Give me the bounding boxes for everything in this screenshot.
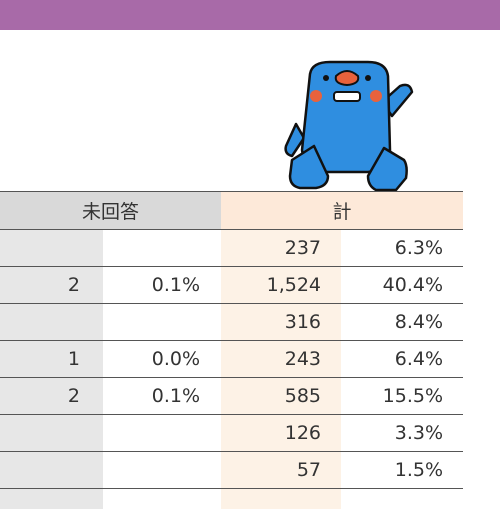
unanswered-header: 未回答 xyxy=(0,191,222,230)
cell-total-pct: 3.3% xyxy=(341,414,464,452)
cell-total-pct: 15.5% xyxy=(341,377,464,415)
cell-total: 237 xyxy=(221,229,342,267)
cell-count xyxy=(0,303,103,341)
cell-total: 585 xyxy=(221,377,342,415)
table-row-partial xyxy=(0,488,463,509)
table-row: 126 3.3% xyxy=(0,414,464,452)
cell-count: 1 xyxy=(0,340,103,378)
cell-count: 2 xyxy=(0,266,103,304)
cell-pct: 0.0% xyxy=(103,340,222,378)
cell-total: 126 xyxy=(221,414,342,452)
cell-pct xyxy=(103,414,222,452)
table-row: 2 0.1% 1,524 40.4% xyxy=(0,266,464,304)
cell-count xyxy=(0,414,103,452)
table-row: 57 1.5% xyxy=(0,451,464,489)
cell-total-pct: 6.3% xyxy=(341,229,464,267)
cell-pct: 0.1% xyxy=(103,266,222,304)
cell-count xyxy=(0,229,103,267)
cell-total-pct: 6.4% xyxy=(341,340,464,378)
cell-total: 316 xyxy=(221,303,342,341)
cell-pct: 0.1% xyxy=(103,377,222,415)
results-table: 未回答 計 237 6.3% 2 0.1% 1,524 40.4% 316 8.4% 1 0.0%… xyxy=(0,191,464,509)
cell-total-pct: 1.5% xyxy=(341,451,464,489)
cell-total: 1,524 xyxy=(221,266,342,304)
cell-total-pct: 40.4% xyxy=(341,266,464,304)
cell-pct xyxy=(103,303,222,341)
blue-bird-mascot-icon xyxy=(284,60,414,192)
table-row: 316 8.4% xyxy=(0,303,464,341)
cell-total-pct: 8.4% xyxy=(341,303,464,341)
cell-pct xyxy=(103,451,222,489)
cell-total: 243 xyxy=(221,340,342,378)
cell-pct xyxy=(103,229,222,267)
cell-count xyxy=(0,451,103,489)
table-row: 1 0.0% 243 6.4% xyxy=(0,340,464,378)
total-header: 計 xyxy=(221,191,464,230)
header-bar xyxy=(0,0,500,30)
table-row: 237 6.3% xyxy=(0,229,464,267)
table-row: 2 0.1% 585 15.5% xyxy=(0,377,464,415)
cell-count: 2 xyxy=(0,377,103,415)
cell-total: 57 xyxy=(221,451,342,489)
